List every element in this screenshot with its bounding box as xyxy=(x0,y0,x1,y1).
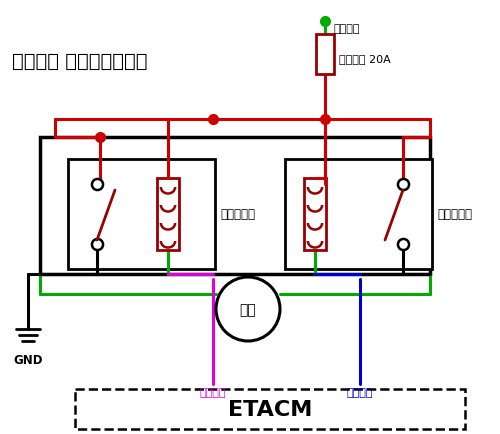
Bar xyxy=(316,35,334,75)
Bar xyxy=(68,160,215,270)
Text: 门锁保险 20A: 门锁保险 20A xyxy=(339,54,391,64)
Bar xyxy=(285,160,432,270)
Text: 电机: 电机 xyxy=(240,302,256,316)
Bar xyxy=(40,138,430,274)
Text: 开锁控制: 开锁控制 xyxy=(200,387,226,397)
Text: 点火开关: 点火开关 xyxy=(333,24,359,34)
Text: 闭锁继电器: 闭锁继电器 xyxy=(437,208,472,221)
Text: 闭锁控制: 闭锁控制 xyxy=(347,387,373,397)
Text: GND: GND xyxy=(14,353,43,366)
Bar xyxy=(75,389,465,429)
Text: 北京现代 门锁控制原理图: 北京现代 门锁控制原理图 xyxy=(12,52,147,71)
Text: 开锁继电器: 开锁继电器 xyxy=(220,208,255,221)
Bar xyxy=(157,178,179,250)
Text: ETACM: ETACM xyxy=(228,399,312,419)
Bar xyxy=(304,178,326,250)
